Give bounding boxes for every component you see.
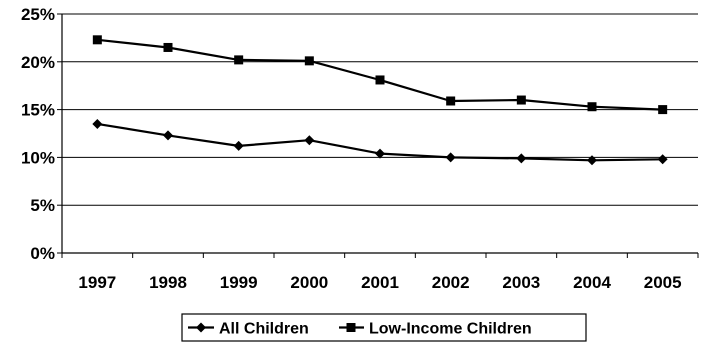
data-point-low-income-children [658, 105, 668, 115]
x-tick-label: 2004 [573, 273, 611, 292]
series-line-low-income-children [97, 38, 663, 111]
y-tick-label: 0% [30, 244, 55, 263]
y-tick-label: 10% [21, 148, 55, 167]
data-point-all-children [163, 130, 173, 141]
legend-box [181, 313, 587, 342]
x-tick-label: 2002 [432, 273, 470, 292]
x-tick-label: 1997 [78, 273, 116, 292]
data-point-all-children [375, 148, 385, 159]
y-tick-labels: 0% 5% 10% 15% 20% 25% [21, 5, 55, 263]
data-point-all-children [304, 135, 315, 146]
data-point-all-children [92, 118, 103, 129]
x-tick-labels: 1997 1998 1999 2000 2001 2002 2003 2004 2005 [78, 273, 681, 292]
x-tick-label: 2001 [361, 273, 399, 292]
data-point-low-income-children [163, 42, 173, 52]
y-tick-label: 15% [21, 101, 55, 120]
legend-label-low-income-children: Low-Income Children [369, 321, 532, 338]
series-lines [97, 38, 663, 162]
data-point-low-income-children [446, 96, 456, 106]
data-point-all-children [233, 140, 244, 151]
x-tick-label: 1998 [149, 273, 187, 292]
gridlines [62, 13, 698, 206]
data-point-all-children [516, 153, 527, 164]
data-point-low-income-children [516, 95, 526, 105]
legend-square-marker-icon [346, 323, 356, 332]
y-tick-label: 20% [21, 53, 55, 72]
legend-label-all-children: All Children [219, 321, 309, 338]
legend-diamond-marker-icon [196, 322, 206, 333]
data-point-low-income-children [375, 75, 385, 85]
data-point-all-children [657, 154, 668, 165]
x-tick-label: 2005 [644, 273, 682, 292]
axes [57, 13, 699, 258]
series-markers [92, 35, 668, 166]
data-point-low-income-children [92, 35, 102, 45]
data-point-low-income-children [587, 102, 597, 112]
data-point-low-income-children [304, 56, 314, 66]
x-tick-label: 2003 [502, 273, 540, 292]
data-point-low-income-children [234, 55, 244, 65]
data-point-all-children [445, 152, 456, 163]
x-tick-label: 2000 [290, 273, 328, 292]
y-tick-label: 5% [30, 196, 55, 215]
y-tick-label: 25% [21, 5, 55, 24]
legend: All Children Low-Income Children [181, 313, 587, 342]
data-point-all-children [587, 155, 597, 166]
x-tick-label: 1999 [220, 273, 258, 292]
